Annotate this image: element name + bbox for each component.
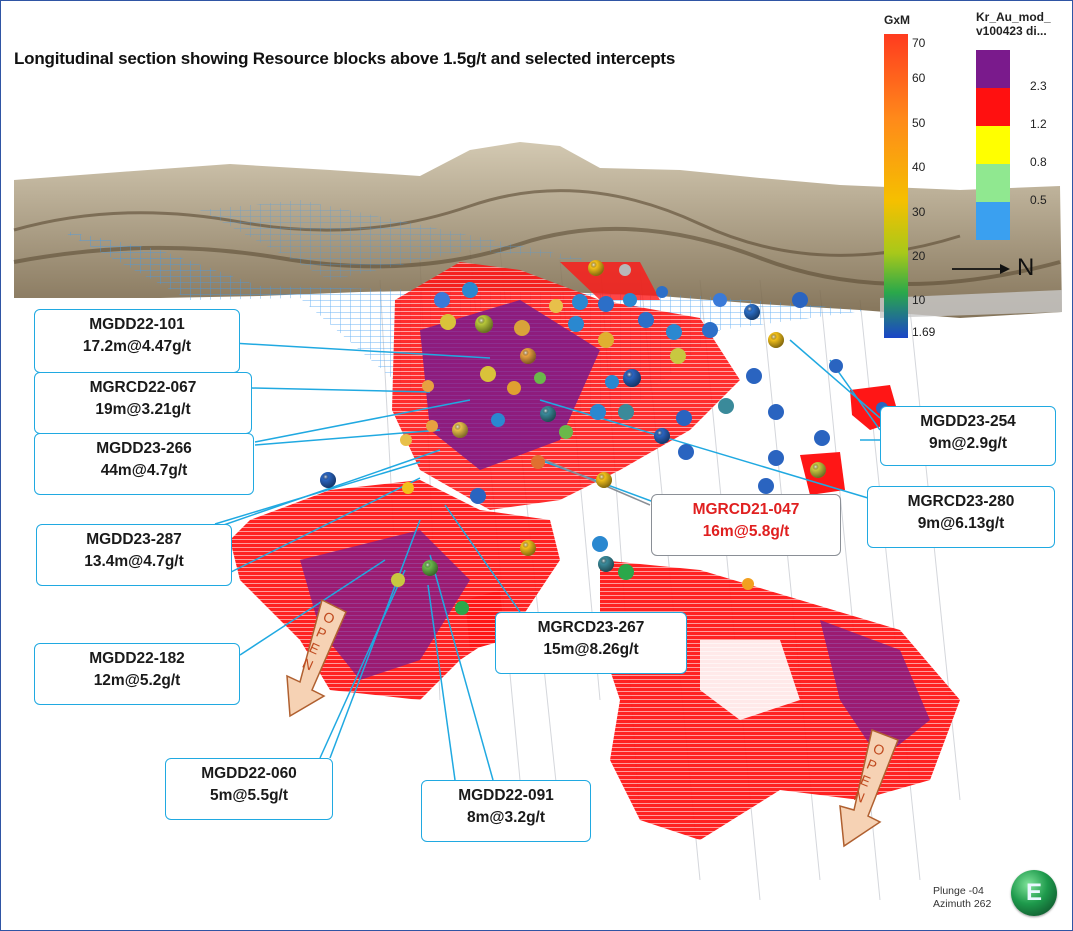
- callout-intercept: 17.2m@4.47g/t: [82, 338, 192, 355]
- north-label: N: [1017, 254, 1035, 281]
- callout-intercept: 16m@5.8g/t: [702, 523, 790, 540]
- gxm-tick: 10: [912, 293, 926, 307]
- model-colorbar: [976, 50, 1010, 240]
- gxm-legend-title: GxM: [884, 13, 911, 27]
- azimuth-readout: Azimuth 262: [933, 898, 992, 910]
- callout-intercept: 5m@5.5g/t: [210, 787, 288, 804]
- callout-intercept: 12m@5.2g/t: [93, 672, 181, 689]
- gxm-tick: 30: [912, 205, 926, 219]
- open-arrow-right: OPEN: [839, 728, 899, 848]
- callout-mgdd22-101: MGDD22-101 17.2m@4.47g/t: [34, 309, 240, 373]
- gxm-tick: 60: [912, 71, 926, 85]
- gxm-tick: 20: [912, 249, 926, 263]
- callout-mgrcd23-280: MGRCD23-280 9m@6.13g/t: [867, 486, 1055, 548]
- callout-hole-id: MGDD23-266: [96, 440, 192, 457]
- leader-lines: [214, 339, 900, 781]
- callout-mgrcd21-047: MGRCD21-047 16m@5.8g/t: [651, 494, 841, 556]
- model-tick: 0.5: [1030, 193, 1047, 207]
- callout-intercept: 44m@4.7g/t: [100, 462, 188, 479]
- callout-hole-id: MGRCD21-047: [692, 501, 800, 518]
- model-legend-title-line2: v100423 di...: [976, 24, 1047, 38]
- callout-hole-id: MGDD22-091: [458, 787, 554, 804]
- model-tick: 1.2: [1030, 117, 1047, 131]
- model-tick: 0.8: [1030, 155, 1047, 169]
- callout-mgdd22-091: MGDD22-091 8m@3.2g/t: [421, 780, 591, 842]
- callout-mgdd23-254: MGDD23-254 9m@2.9g/t: [880, 406, 1056, 466]
- sphere-group-upper: [434, 260, 843, 389]
- view-info: Plunge -04 Azimuth 262: [933, 885, 991, 911]
- callout-mgdd22-060: MGDD22-060 5m@5.5g/t: [165, 758, 333, 820]
- company-logo-icon: E: [1011, 870, 1057, 916]
- callout-mgdd23-287: MGDD23-287 13.4m@4.7g/t: [36, 524, 232, 586]
- callout-hole-id: MGDD22-101: [89, 316, 185, 333]
- callout-hole-id: MGDD22-060: [201, 765, 297, 782]
- gxm-tick: 50: [912, 116, 926, 130]
- callout-intercept: 9m@6.13g/t: [917, 515, 1005, 532]
- callout-hole-id: MGRCD23-280: [907, 493, 1015, 510]
- gxm-tick: 70: [912, 36, 926, 50]
- gxm-tick: 1.69: [912, 325, 936, 339]
- plunge-readout: Plunge -04: [933, 885, 984, 897]
- open-arrow-left: OPEN: [286, 598, 347, 718]
- intercept-spheres: [320, 260, 888, 615]
- callout-hole-id: MGDD23-254: [920, 413, 1016, 430]
- callout-mgdd23-266: MGDD23-266 44m@4.7g/t: [34, 433, 254, 495]
- gxm-colorbar: [884, 34, 908, 338]
- model-tick: 2.3: [1030, 79, 1047, 93]
- sphere-shading: [320, 260, 826, 576]
- callout-hole-id: MGRCD23-267: [537, 619, 645, 636]
- model-legend-title-line1: Kr_Au_mod_: [976, 10, 1051, 24]
- terrain-surface: [13, 142, 1062, 318]
- callout-mgrcd22-067: MGRCD22-067 19m@3.21g/t: [34, 372, 252, 434]
- callout-intercept: 13.4m@4.7g/t: [84, 553, 184, 570]
- callout-mgrcd23-267: MGRCD23-267 15m@8.26g/t: [495, 612, 687, 674]
- callout-hole-id: MGDD22-182: [89, 650, 185, 667]
- callout-intercept: 19m@3.21g/t: [95, 401, 191, 418]
- callout-intercept: 15m@8.26g/t: [543, 641, 639, 658]
- gxm-tick: 40: [912, 160, 926, 174]
- callout-hole-id: MGRCD22-067: [89, 379, 197, 396]
- callout-mgdd22-182: MGDD22-182 12m@5.2g/t: [34, 643, 240, 705]
- figure-title: Longitudinal section showing Resource bl…: [14, 49, 676, 68]
- north-arrow-icon: [952, 264, 1010, 274]
- callout-intercept: 8m@3.2g/t: [467, 809, 545, 826]
- callout-hole-id: MGDD23-287: [86, 531, 182, 548]
- callout-intercept: 9m@2.9g/t: [929, 435, 1007, 452]
